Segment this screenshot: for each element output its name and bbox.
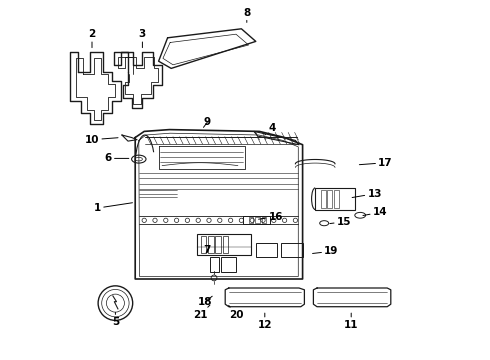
Text: 14: 14 — [363, 207, 388, 217]
Text: 1: 1 — [94, 203, 132, 213]
Bar — [320, 190, 326, 208]
Bar — [255, 217, 260, 223]
Text: 10: 10 — [85, 135, 118, 145]
Text: 11: 11 — [344, 313, 359, 330]
Text: 7: 7 — [203, 245, 211, 255]
Text: 19: 19 — [313, 246, 339, 256]
Text: 15: 15 — [330, 217, 351, 227]
Bar — [208, 236, 214, 253]
Text: 12: 12 — [258, 313, 272, 330]
Bar — [222, 236, 228, 253]
Text: 9: 9 — [203, 117, 211, 127]
Bar — [327, 190, 332, 208]
Bar — [210, 257, 219, 272]
Bar — [281, 243, 303, 257]
Text: 2: 2 — [88, 29, 96, 48]
Bar — [243, 216, 270, 224]
Text: 13: 13 — [352, 189, 382, 199]
Text: 18: 18 — [198, 296, 213, 307]
Text: 8: 8 — [243, 8, 250, 22]
Text: 5: 5 — [112, 312, 119, 327]
Text: 16: 16 — [259, 212, 283, 222]
Bar — [197, 234, 251, 255]
Text: 6: 6 — [104, 153, 129, 163]
Text: 3: 3 — [139, 29, 146, 48]
Bar — [334, 190, 339, 208]
Bar — [248, 217, 253, 223]
Text: 20: 20 — [229, 305, 244, 320]
Bar — [315, 188, 355, 210]
Bar — [216, 236, 221, 253]
Text: 4: 4 — [265, 123, 276, 135]
Text: 21: 21 — [193, 305, 210, 320]
Text: 17: 17 — [359, 158, 393, 168]
Bar — [262, 217, 266, 223]
Bar — [256, 243, 277, 257]
Bar — [220, 257, 236, 272]
Bar — [201, 236, 206, 253]
